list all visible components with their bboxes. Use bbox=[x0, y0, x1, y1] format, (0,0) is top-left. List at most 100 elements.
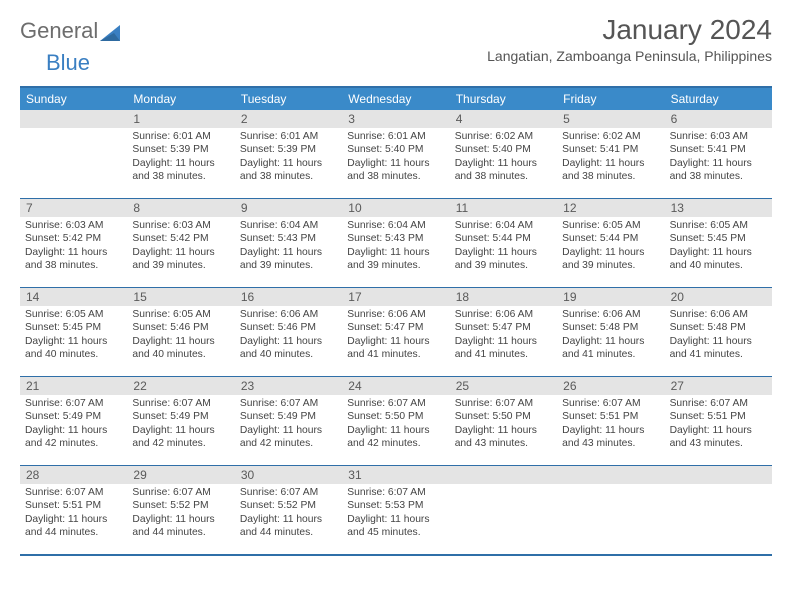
day-number: 5 bbox=[557, 110, 664, 128]
day-details: Sunrise: 6:06 AMSunset: 5:47 PMDaylight:… bbox=[342, 306, 449, 362]
calendar-day: 20Sunrise: 6:06 AMSunset: 5:48 PMDayligh… bbox=[665, 288, 772, 376]
day-number: 30 bbox=[235, 466, 342, 484]
day-details: Sunrise: 6:07 AMSunset: 5:49 PMDaylight:… bbox=[235, 395, 342, 451]
day-number: 25 bbox=[450, 377, 557, 395]
day-details: Sunrise: 6:06 AMSunset: 5:47 PMDaylight:… bbox=[450, 306, 557, 362]
calendar-day: 7Sunrise: 6:03 AMSunset: 5:42 PMDaylight… bbox=[20, 199, 127, 287]
day-details: Sunrise: 6:05 AMSunset: 5:44 PMDaylight:… bbox=[557, 217, 664, 273]
calendar-day: 3Sunrise: 6:01 AMSunset: 5:40 PMDaylight… bbox=[342, 110, 449, 198]
day-number: 4 bbox=[450, 110, 557, 128]
calendar-week: 14Sunrise: 6:05 AMSunset: 5:45 PMDayligh… bbox=[20, 287, 772, 376]
day-number: 9 bbox=[235, 199, 342, 217]
calendar-day: 19Sunrise: 6:06 AMSunset: 5:48 PMDayligh… bbox=[557, 288, 664, 376]
location-text: Langatian, Zamboanga Peninsula, Philippi… bbox=[487, 48, 772, 64]
calendar-day: 18Sunrise: 6:06 AMSunset: 5:47 PMDayligh… bbox=[450, 288, 557, 376]
day-number: 14 bbox=[20, 288, 127, 306]
day-details: Sunrise: 6:04 AMSunset: 5:43 PMDaylight:… bbox=[342, 217, 449, 273]
day-number: 29 bbox=[127, 466, 234, 484]
calendar-day: 29Sunrise: 6:07 AMSunset: 5:52 PMDayligh… bbox=[127, 466, 234, 554]
calendar-day: . bbox=[557, 466, 664, 554]
calendar-week: .1Sunrise: 6:01 AMSunset: 5:39 PMDayligh… bbox=[20, 110, 772, 198]
day-number: 28 bbox=[20, 466, 127, 484]
day-number: 13 bbox=[665, 199, 772, 217]
calendar-day: 4Sunrise: 6:02 AMSunset: 5:40 PMDaylight… bbox=[450, 110, 557, 198]
calendar-day: 21Sunrise: 6:07 AMSunset: 5:49 PMDayligh… bbox=[20, 377, 127, 465]
day-number: . bbox=[450, 466, 557, 484]
calendar-day: 26Sunrise: 6:07 AMSunset: 5:51 PMDayligh… bbox=[557, 377, 664, 465]
day-number: 17 bbox=[342, 288, 449, 306]
calendar-week: 21Sunrise: 6:07 AMSunset: 5:49 PMDayligh… bbox=[20, 376, 772, 465]
day-details: Sunrise: 6:05 AMSunset: 5:45 PMDaylight:… bbox=[20, 306, 127, 362]
calendar-day: 27Sunrise: 6:07 AMSunset: 5:51 PMDayligh… bbox=[665, 377, 772, 465]
calendar-day: 30Sunrise: 6:07 AMSunset: 5:52 PMDayligh… bbox=[235, 466, 342, 554]
day-number: 27 bbox=[665, 377, 772, 395]
calendar-day: 6Sunrise: 6:03 AMSunset: 5:41 PMDaylight… bbox=[665, 110, 772, 198]
day-details: Sunrise: 6:07 AMSunset: 5:49 PMDaylight:… bbox=[20, 395, 127, 451]
day-number: 16 bbox=[235, 288, 342, 306]
calendar-day: . bbox=[665, 466, 772, 554]
dow-label: Thursday bbox=[450, 88, 557, 110]
day-details: Sunrise: 6:03 AMSunset: 5:41 PMDaylight:… bbox=[665, 128, 772, 184]
day-details: Sunrise: 6:06 AMSunset: 5:48 PMDaylight:… bbox=[665, 306, 772, 362]
day-details: Sunrise: 6:07 AMSunset: 5:53 PMDaylight:… bbox=[342, 484, 449, 540]
day-details: Sunrise: 6:07 AMSunset: 5:50 PMDaylight:… bbox=[342, 395, 449, 451]
calendar-day: . bbox=[20, 110, 127, 198]
dow-label: Saturday bbox=[665, 88, 772, 110]
day-details: Sunrise: 6:04 AMSunset: 5:44 PMDaylight:… bbox=[450, 217, 557, 273]
day-number: 21 bbox=[20, 377, 127, 395]
month-title: January 2024 bbox=[487, 14, 772, 46]
day-details: Sunrise: 6:01 AMSunset: 5:39 PMDaylight:… bbox=[127, 128, 234, 184]
calendar-day: 8Sunrise: 6:03 AMSunset: 5:42 PMDaylight… bbox=[127, 199, 234, 287]
day-number: 7 bbox=[20, 199, 127, 217]
calendar-day: 11Sunrise: 6:04 AMSunset: 5:44 PMDayligh… bbox=[450, 199, 557, 287]
dow-label: Monday bbox=[127, 88, 234, 110]
calendar-day: 14Sunrise: 6:05 AMSunset: 5:45 PMDayligh… bbox=[20, 288, 127, 376]
calendar-day: 2Sunrise: 6:01 AMSunset: 5:39 PMDaylight… bbox=[235, 110, 342, 198]
day-number: 20 bbox=[665, 288, 772, 306]
day-details: Sunrise: 6:03 AMSunset: 5:42 PMDaylight:… bbox=[127, 217, 234, 273]
calendar-day: 13Sunrise: 6:05 AMSunset: 5:45 PMDayligh… bbox=[665, 199, 772, 287]
day-details: Sunrise: 6:02 AMSunset: 5:40 PMDaylight:… bbox=[450, 128, 557, 184]
brand-triangle-icon bbox=[100, 23, 122, 48]
brand-word2: Blue bbox=[46, 50, 90, 76]
calendar-day: 10Sunrise: 6:04 AMSunset: 5:43 PMDayligh… bbox=[342, 199, 449, 287]
day-details: Sunrise: 6:06 AMSunset: 5:46 PMDaylight:… bbox=[235, 306, 342, 362]
calendar-day: 12Sunrise: 6:05 AMSunset: 5:44 PMDayligh… bbox=[557, 199, 664, 287]
day-details: Sunrise: 6:07 AMSunset: 5:52 PMDaylight:… bbox=[235, 484, 342, 540]
calendar-day: 25Sunrise: 6:07 AMSunset: 5:50 PMDayligh… bbox=[450, 377, 557, 465]
dow-label: Wednesday bbox=[342, 88, 449, 110]
brand-logo: General bbox=[20, 18, 124, 44]
day-number: 1 bbox=[127, 110, 234, 128]
day-number: 22 bbox=[127, 377, 234, 395]
day-details: Sunrise: 6:07 AMSunset: 5:50 PMDaylight:… bbox=[450, 395, 557, 451]
calendar-day: 5Sunrise: 6:02 AMSunset: 5:41 PMDaylight… bbox=[557, 110, 664, 198]
calendar-week: 28Sunrise: 6:07 AMSunset: 5:51 PMDayligh… bbox=[20, 465, 772, 554]
day-details: Sunrise: 6:05 AMSunset: 5:46 PMDaylight:… bbox=[127, 306, 234, 362]
day-number: . bbox=[20, 110, 127, 128]
day-number: 12 bbox=[557, 199, 664, 217]
day-number: 26 bbox=[557, 377, 664, 395]
calendar-grid: SundayMondayTuesdayWednesdayThursdayFrid… bbox=[20, 86, 772, 556]
day-details: Sunrise: 6:01 AMSunset: 5:40 PMDaylight:… bbox=[342, 128, 449, 184]
day-number: 23 bbox=[235, 377, 342, 395]
day-number: 8 bbox=[127, 199, 234, 217]
day-details: Sunrise: 6:07 AMSunset: 5:51 PMDaylight:… bbox=[20, 484, 127, 540]
day-details: Sunrise: 6:03 AMSunset: 5:42 PMDaylight:… bbox=[20, 217, 127, 273]
day-number: 24 bbox=[342, 377, 449, 395]
day-details: Sunrise: 6:07 AMSunset: 5:52 PMDaylight:… bbox=[127, 484, 234, 540]
day-number: 11 bbox=[450, 199, 557, 217]
day-number: 3 bbox=[342, 110, 449, 128]
day-details: Sunrise: 6:02 AMSunset: 5:41 PMDaylight:… bbox=[557, 128, 664, 184]
day-number: 18 bbox=[450, 288, 557, 306]
calendar-day: 1Sunrise: 6:01 AMSunset: 5:39 PMDaylight… bbox=[127, 110, 234, 198]
day-number: 2 bbox=[235, 110, 342, 128]
day-details: Sunrise: 6:06 AMSunset: 5:48 PMDaylight:… bbox=[557, 306, 664, 362]
day-details: Sunrise: 6:05 AMSunset: 5:45 PMDaylight:… bbox=[665, 217, 772, 273]
calendar-day: 15Sunrise: 6:05 AMSunset: 5:46 PMDayligh… bbox=[127, 288, 234, 376]
day-of-week-header: SundayMondayTuesdayWednesdayThursdayFrid… bbox=[20, 88, 772, 110]
day-number: 6 bbox=[665, 110, 772, 128]
calendar-day: 16Sunrise: 6:06 AMSunset: 5:46 PMDayligh… bbox=[235, 288, 342, 376]
dow-label: Sunday bbox=[20, 88, 127, 110]
day-details: Sunrise: 6:07 AMSunset: 5:49 PMDaylight:… bbox=[127, 395, 234, 451]
day-details: Sunrise: 6:07 AMSunset: 5:51 PMDaylight:… bbox=[665, 395, 772, 451]
